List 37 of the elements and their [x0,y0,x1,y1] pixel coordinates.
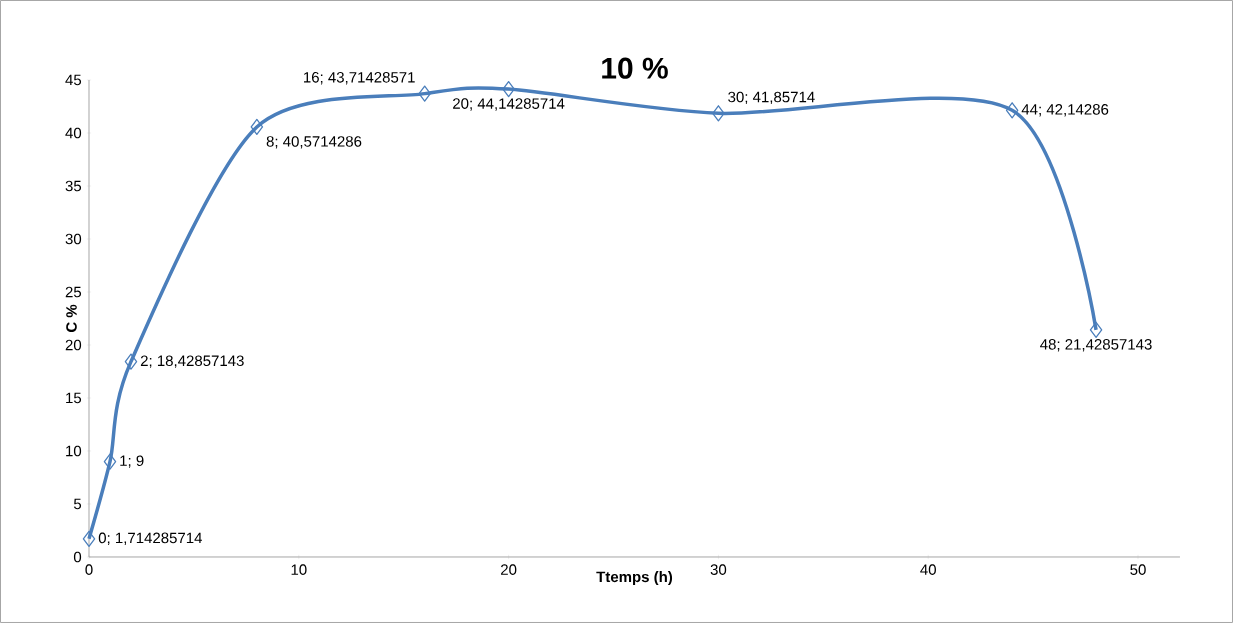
chart-title: 10 % [602,57,668,79]
y-tick-label: 0 [73,551,82,563]
x-tick-label: 40 [920,564,936,575]
data-label: 48; 21,42857143 [1040,339,1152,352]
data-label: 8; 40,5714286 [266,136,362,149]
data-label: 16; 43,71428571 [304,72,415,85]
data-label: 1; 9 [120,455,144,468]
y-tick-label: 20 [65,339,82,351]
data-label: 2; 18,42857143 [140,355,244,368]
y-tick-label: 45 [65,74,82,86]
point [250,118,264,136]
x-tick-label: 30 [710,564,727,575]
point [1089,321,1103,338]
x-tick-label: 20 [501,564,517,575]
data-label: 44; 42,14286 [1021,104,1109,117]
data-label: 0; 1,714285714 [98,532,203,546]
y-tick-label: 35 [65,180,82,192]
y-tick-label: 15 [66,392,82,404]
data-label: 20; 44,14285714 [453,98,565,111]
y-tick-label: 40 [65,127,82,139]
point [1005,102,1019,119]
point [103,453,117,470]
x-axis-title: Ttemps (h) [596,571,673,586]
x-tick-label: 50 [1130,564,1146,575]
y-axis-title: C % [66,304,77,333]
y-tick-label: 5 [73,498,82,510]
point [124,353,138,370]
point [502,80,515,98]
x-tick-label: 10 [291,564,307,575]
y-tick-label: 25 [65,286,82,298]
data-label: 30; 41,85714 [728,91,815,105]
point [418,85,431,102]
x-tick-label: 0 [85,564,93,575]
point [712,105,725,122]
point [82,530,96,547]
y-tick-label: 10 [66,445,82,457]
y-tick-label: 30 [65,233,82,245]
